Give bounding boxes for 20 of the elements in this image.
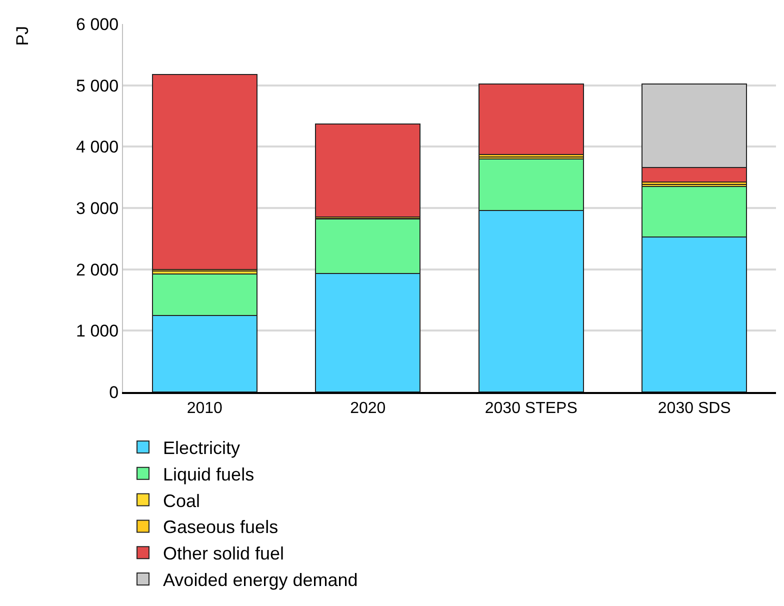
y-tick-label: 1 000 — [76, 322, 119, 341]
legend-label: Other solid fuel — [163, 544, 284, 564]
y-axis-title: PJ — [12, 26, 32, 46]
y-tick-label: 5 000 — [76, 76, 119, 96]
legend-label: Liquid fuels — [163, 464, 254, 484]
y-tick-label: 4 000 — [76, 138, 119, 157]
x-tick-label: 2030 SDS — [658, 400, 731, 418]
x-tick-label: 2010 — [186, 400, 223, 418]
x-tick-label: 2020 — [350, 400, 386, 418]
y-tick-label: 0 — [109, 382, 119, 402]
legend-label: Gaseous fuels — [163, 517, 278, 538]
legend-label: Avoided energy demand — [163, 570, 358, 590]
x-tick-label: 2030 STEPS — [484, 400, 578, 418]
legend-label: Coal — [163, 490, 200, 511]
bar — [478, 84, 584, 156]
y-tick-label: 3 000 — [76, 198, 119, 218]
legend-label: Electricity — [163, 438, 240, 458]
y-tick-label: 6 000 — [76, 14, 119, 34]
y-tick-label: 2 000 — [76, 260, 119, 280]
bar — [315, 123, 421, 218]
